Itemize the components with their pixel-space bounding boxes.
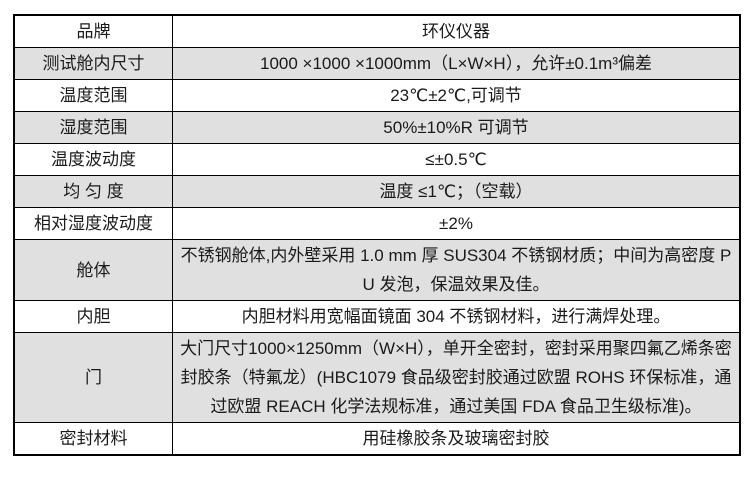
spec-value: 用硅橡胶条及玻璃密封胶 bbox=[172, 422, 741, 456]
spec-label: 均 匀 度 bbox=[13, 175, 173, 208]
table-row: 测试舱内尺寸 1000 ×1000 ×1000mm（L×W×H），允许±0.1m… bbox=[13, 47, 741, 80]
table-row: 密封材料 用硅橡胶条及玻璃密封胶 bbox=[13, 422, 741, 456]
spec-label: 相对湿度波动度 bbox=[13, 207, 173, 240]
spec-table-body: 品牌 环仪仪器 测试舱内尺寸 1000 ×1000 ×1000mm（L×W×H）… bbox=[13, 14, 741, 456]
spec-value: 23℃±2℃,可调节 bbox=[172, 79, 741, 112]
spec-value: ≤±0.5℃ bbox=[172, 143, 741, 176]
spec-label: 温度波动度 bbox=[13, 143, 173, 176]
spec-value: 温度 ≤1℃；（空载） bbox=[172, 175, 741, 208]
spec-label: 内胆 bbox=[13, 300, 173, 333]
table-row: 舱体 不锈钢舱体,内外壁采用 1.0 mm 厚 SUS304 不锈钢材质；中间为… bbox=[13, 239, 741, 301]
spec-value: 大门尺寸1000×1250mm（W×H），单开全密封，密封采用聚四氟乙烯条密封胶… bbox=[172, 332, 741, 423]
spec-value: ±2% bbox=[172, 207, 741, 240]
spec-label: 品牌 bbox=[13, 14, 173, 48]
table-row: 温度波动度 ≤±0.5℃ bbox=[13, 143, 741, 176]
table-row: 门 大门尺寸1000×1250mm（W×H），单开全密封，密封采用聚四氟乙烯条密… bbox=[13, 332, 741, 423]
spec-label: 温度范围 bbox=[13, 79, 173, 112]
spec-value: 1000 ×1000 ×1000mm（L×W×H），允许±0.1m³偏差 bbox=[172, 47, 741, 80]
table-row: 湿度范围 50%±10%R 可调节 bbox=[13, 111, 741, 144]
spec-label: 门 bbox=[13, 332, 173, 423]
table-row: 温度范围 23℃±2℃,可调节 bbox=[13, 79, 741, 112]
spec-label: 测试舱内尺寸 bbox=[13, 47, 173, 80]
product-specification-table: 品牌 环仪仪器 测试舱内尺寸 1000 ×1000 ×1000mm（L×W×H）… bbox=[13, 14, 741, 456]
spec-value: 不锈钢舱体,内外壁采用 1.0 mm 厚 SUS304 不锈钢材质；中间为高密度… bbox=[172, 239, 741, 301]
table-row: 均 匀 度 温度 ≤1℃；（空载） bbox=[13, 175, 741, 208]
spec-label: 舱体 bbox=[13, 239, 173, 301]
spec-value: 50%±10%R 可调节 bbox=[172, 111, 741, 144]
spec-value: 环仪仪器 bbox=[172, 14, 741, 48]
spec-label: 湿度范围 bbox=[13, 111, 173, 144]
spec-label: 密封材料 bbox=[13, 422, 173, 456]
table-row: 内胆 内胆材料用宽幅面镜面 304 不锈钢材料，进行满焊处理。 bbox=[13, 300, 741, 333]
spec-value: 内胆材料用宽幅面镜面 304 不锈钢材料，进行满焊处理。 bbox=[172, 300, 741, 333]
table-row: 相对湿度波动度 ±2% bbox=[13, 207, 741, 240]
table-row: 品牌 环仪仪器 bbox=[13, 14, 741, 48]
